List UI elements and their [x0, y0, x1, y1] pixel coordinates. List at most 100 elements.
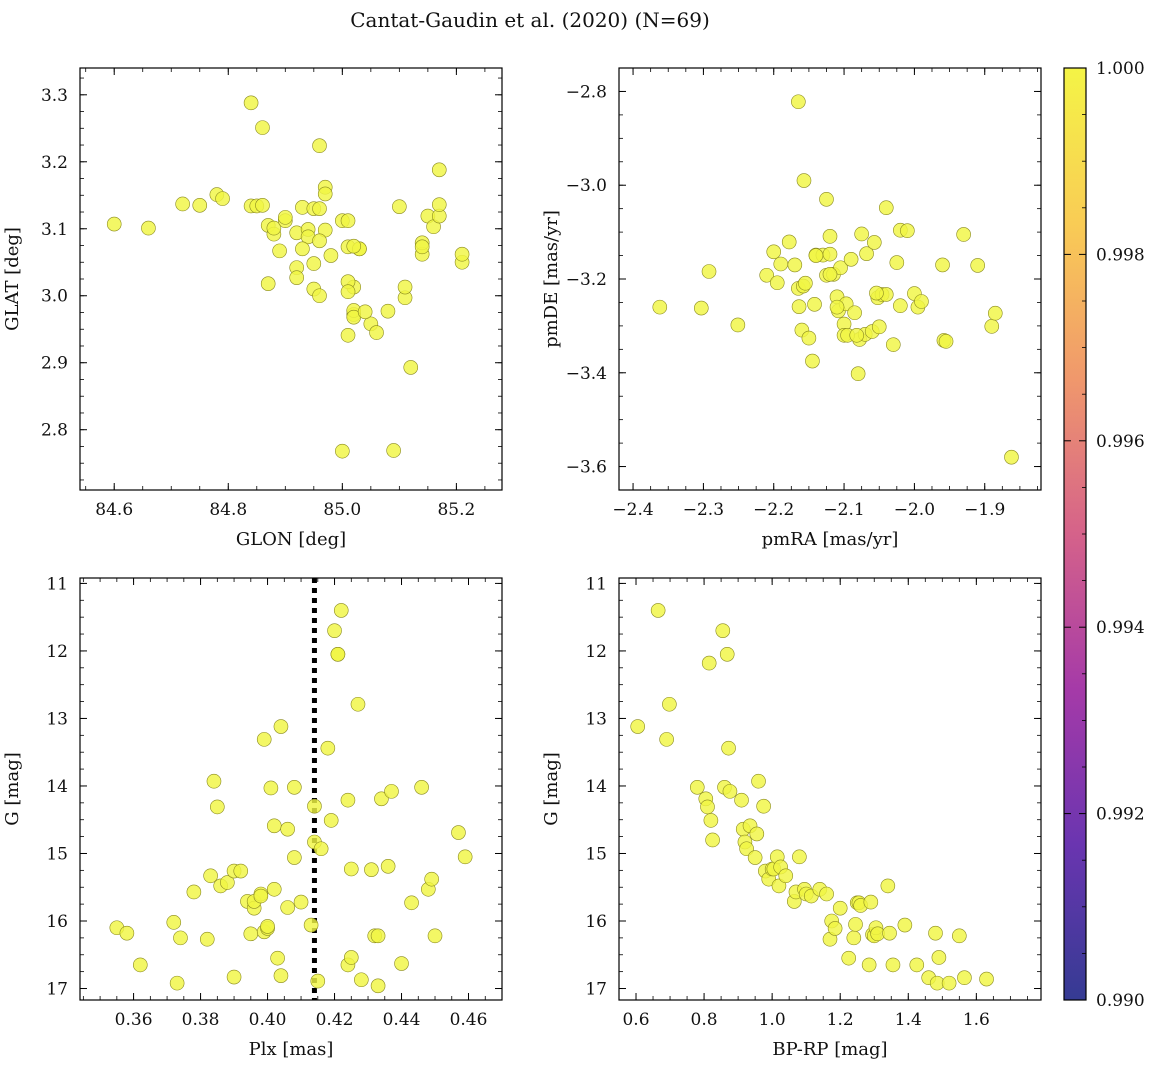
scatter-point: [970, 258, 986, 273]
scatter-point: [457, 849, 473, 865]
scatter-point: [778, 868, 794, 884]
scatter-point: [392, 199, 407, 214]
y-tick-label: 15: [585, 844, 607, 864]
scatter-point: [914, 294, 929, 309]
scatter-point: [253, 888, 269, 904]
scatter-point: [1004, 449, 1019, 465]
scatter-point: [756, 798, 771, 814]
panel-3: 0.36 0.38 0.40 0.42 0.44 0.46 11 12 13 14 15 16 17 Pl…: [2, 574, 503, 1060]
x-tick-label: 1.4: [895, 1010, 922, 1030]
scatter-point: [119, 925, 135, 941]
scatter-point: [369, 325, 384, 340]
scatter-points: [106, 95, 470, 459]
scatter-point: [173, 930, 188, 946]
scatter-point: [272, 243, 287, 259]
scatter-point: [220, 875, 235, 890]
scatter-point: [330, 646, 346, 662]
scatter-point: [791, 299, 807, 314]
scatter-point: [897, 917, 913, 933]
scatter-point: [766, 244, 782, 260]
scatter-point: [215, 191, 230, 206]
scatter-point: [403, 360, 419, 375]
y-tick-label: 16: [46, 912, 68, 932]
scatter-point: [848, 917, 863, 932]
x-axis-label: pmRA [mas/yr]: [762, 529, 899, 550]
scatter-point: [384, 784, 399, 799]
x-tick-label: 0.6: [622, 1010, 649, 1030]
scatter-point: [320, 740, 336, 756]
scatter-point: [343, 950, 359, 965]
scatter-point: [846, 930, 862, 946]
y-tick-label: 17: [46, 980, 68, 1000]
scatter-point: [819, 191, 834, 207]
scatter-point: [323, 248, 339, 263]
scatter-point: [703, 813, 719, 828]
scatter-point: [357, 304, 373, 320]
figure-title: Cantat-Gaudin et al. (2020) (N=69): [350, 8, 710, 32]
x-tick-label: 0.42: [316, 1010, 354, 1030]
scatter-point: [861, 957, 877, 973]
scatter-point: [850, 366, 866, 382]
scatter-point: [243, 95, 259, 111]
scatter-point: [781, 234, 797, 250]
y-axis-label: G [mag]: [541, 752, 562, 825]
x-tick-label: 84.8: [209, 500, 247, 520]
scatter-point: [312, 138, 327, 154]
scatter-point: [730, 317, 746, 333]
scatter-point: [340, 327, 356, 343]
scatter-point: [863, 894, 879, 910]
colorbar-tick-label: 0.992: [1096, 805, 1145, 825]
scatter-point: [203, 868, 218, 884]
scatter-point: [833, 260, 848, 276]
scatter-point: [414, 239, 430, 255]
scatter-point: [427, 928, 443, 944]
scatter-point: [169, 975, 185, 991]
scatter-point: [819, 886, 834, 902]
panel-2: −2.4 −2.3 −2.2 −2.1 −2.0 −1.9 −3.6 −3.4 −3.2 −3.0…: [541, 67, 1042, 550]
scatter-point: [952, 928, 967, 944]
scatter-point: [404, 895, 419, 911]
scatter-points: [630, 603, 994, 991]
scatter-point: [938, 334, 954, 349]
scatter-point: [909, 957, 925, 973]
y-tick-label: 12: [46, 642, 68, 662]
x-tick-label: −2.4: [612, 500, 653, 520]
scatter-point: [340, 792, 356, 808]
scatter-point: [705, 832, 720, 848]
x-tick-label: 0.46: [450, 1010, 488, 1030]
scatter-point: [869, 285, 884, 301]
y-tick-label: 3.1: [41, 220, 68, 240]
y-tick-label: 13: [46, 709, 68, 729]
scatter-point: [941, 975, 957, 991]
scatter-point: [243, 926, 259, 942]
x-tick-label: 1.2: [827, 1010, 854, 1030]
scatter-point: [841, 950, 857, 966]
y-tick-label: −3.0: [566, 176, 607, 196]
scatter-point: [303, 917, 319, 933]
scatter-point: [233, 863, 249, 879]
scatter-point: [346, 238, 362, 254]
scatter-point: [313, 841, 329, 857]
scatter-point: [935, 257, 950, 273]
scatter-point: [273, 968, 289, 983]
scatter-point: [380, 859, 396, 874]
ticks: [80, 578, 503, 1000]
scatter-point: [650, 603, 666, 618]
scatter-point: [287, 850, 302, 865]
scatter-point: [255, 198, 270, 213]
scatter-points: [109, 603, 473, 994]
scatter-point: [263, 780, 279, 796]
scatter-point: [808, 248, 824, 263]
scatter-point: [701, 264, 717, 279]
scatter-point: [141, 220, 156, 236]
scatter-point: [722, 784, 738, 799]
x-axis-label: BP-RP [mag]: [772, 1039, 887, 1060]
scatter-point: [260, 276, 276, 291]
x-tick-label: 1.6: [963, 1010, 990, 1030]
scatter-point: [792, 849, 807, 865]
scatter-point: [370, 928, 386, 944]
x-tick-label: −1.9: [964, 500, 1005, 520]
scatter-point: [306, 256, 322, 271]
scatter-point: [984, 319, 1000, 334]
